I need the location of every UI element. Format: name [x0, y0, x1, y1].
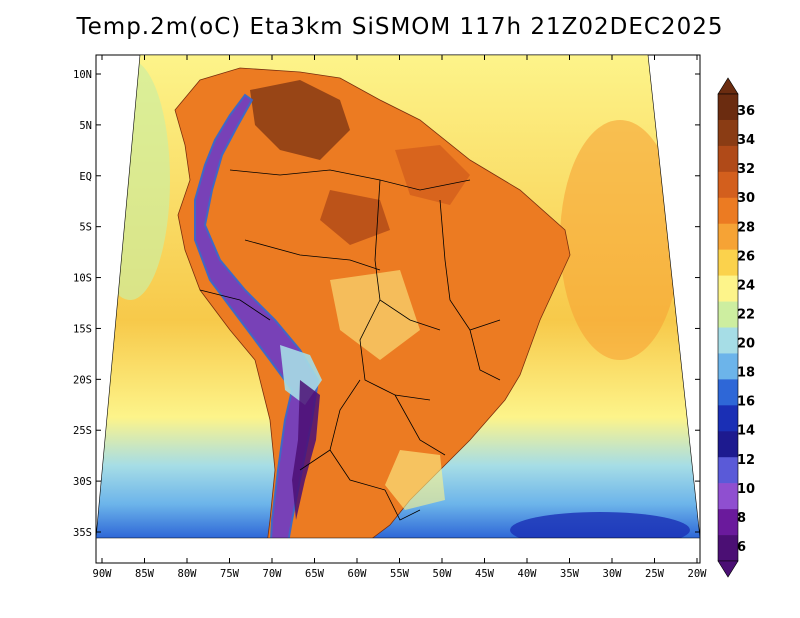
colorbar-label: 36	[737, 104, 755, 119]
central-brazil-mild-zone	[330, 270, 420, 360]
colorbar-label: 32	[737, 162, 755, 177]
colorbar-label: 18	[737, 366, 755, 381]
colorbar-segment	[718, 509, 738, 536]
colorbar-segment	[718, 353, 738, 380]
colorbar-segment	[718, 405, 738, 432]
colorbar-segment	[718, 119, 738, 147]
colorbar-segment	[718, 301, 738, 328]
colorbar-segment	[718, 379, 738, 406]
colorbar-segment	[718, 327, 738, 354]
lon-label: 80W	[178, 568, 198, 580]
colorbar-label: 10	[737, 482, 755, 497]
colorbar-segment	[718, 197, 738, 225]
map-title: Temp.2m(oC) Eta3km SiSMOM 117h 21Z02DEC2…	[76, 14, 724, 40]
lat-label: 5S	[79, 222, 92, 234]
lon-label: 55W	[390, 568, 410, 580]
lon-label: 70W	[263, 568, 283, 580]
colorbar-segment	[718, 275, 738, 302]
colorbar-top-arrow	[717, 77, 739, 95]
amazon-hot-zone	[250, 80, 350, 160]
lon-label: 60W	[348, 568, 368, 580]
colorbar-label: 12	[737, 453, 755, 468]
colorbar-segment	[718, 249, 738, 276]
colorbar-segment	[718, 145, 738, 173]
southern-brazil-mild-zone	[385, 450, 445, 510]
lat-label: EQ	[79, 171, 92, 183]
lon-label: 75W	[220, 568, 240, 580]
lat-label: 5N	[79, 120, 92, 132]
colorbar: 36 34 32 30 28 26 24 22 20 18 16 14 12 10 8 6	[717, 77, 755, 578]
longitude-axis: 90W 85W 80W 75W 70W 65W 60W 55W 50W 45W 40W 35W 30W 2…	[93, 55, 708, 580]
lon-label: 40W	[518, 568, 538, 580]
lat-label: 35S	[73, 527, 92, 539]
colorbar-label: 28	[737, 220, 755, 235]
lon-label: 20W	[688, 568, 708, 580]
colorbar-label: 14	[737, 424, 755, 439]
lat-label: 30S	[73, 476, 92, 488]
south-atlantic-cold-zone	[510, 512, 690, 538]
lat-label: 10N	[73, 69, 92, 81]
lon-label: 65W	[305, 568, 325, 580]
lon-label: 90W	[93, 568, 113, 580]
lat-label: 15S	[73, 323, 92, 335]
colorbar-label: 8	[737, 511, 746, 526]
colorbar-segment	[718, 223, 738, 250]
north-brazil-warm-zone	[395, 145, 470, 205]
colorbar-segment	[718, 483, 738, 510]
colorbar-segment	[718, 431, 738, 458]
colorbar-label: 30	[737, 191, 755, 206]
colorbar-segment	[718, 457, 738, 484]
colorbar-label: 34	[737, 133, 755, 148]
lon-label: 85W	[135, 568, 155, 580]
central-amazon-hot-zone	[320, 190, 390, 245]
lon-label: 45W	[475, 568, 495, 580]
atlantic-warm-zone	[560, 120, 680, 360]
lon-label: 30W	[603, 568, 623, 580]
colorbar-bottom-arrow	[717, 560, 739, 578]
political-boundaries	[199, 169, 501, 521]
lon-label: 50W	[433, 568, 453, 580]
model-domain	[96, 55, 700, 538]
latitude-axis: 10N 5N EQ 5S 10S 15S 20S 25S 30S 35S	[73, 69, 700, 539]
lat-label: 20S	[73, 374, 92, 386]
colorbar-segment	[718, 94, 738, 121]
colorbar-label: 20	[737, 337, 755, 352]
lon-label: 25W	[645, 568, 665, 580]
colorbar-label: 6	[737, 540, 746, 555]
model-domain-edge	[95, 54, 701, 539]
colorbar-label: 16	[737, 395, 755, 410]
colorbar-label: 24	[737, 278, 755, 293]
colorbar-label: 26	[737, 249, 755, 264]
southern-andes-cold-zone	[292, 380, 320, 520]
lat-label: 25S	[73, 425, 92, 437]
lat-label: 10S	[73, 273, 92, 285]
colorbar-segment	[718, 171, 738, 199]
lon-label: 35W	[560, 568, 580, 580]
colorbar-label: 22	[737, 307, 755, 322]
colorbar-segment	[718, 535, 738, 562]
